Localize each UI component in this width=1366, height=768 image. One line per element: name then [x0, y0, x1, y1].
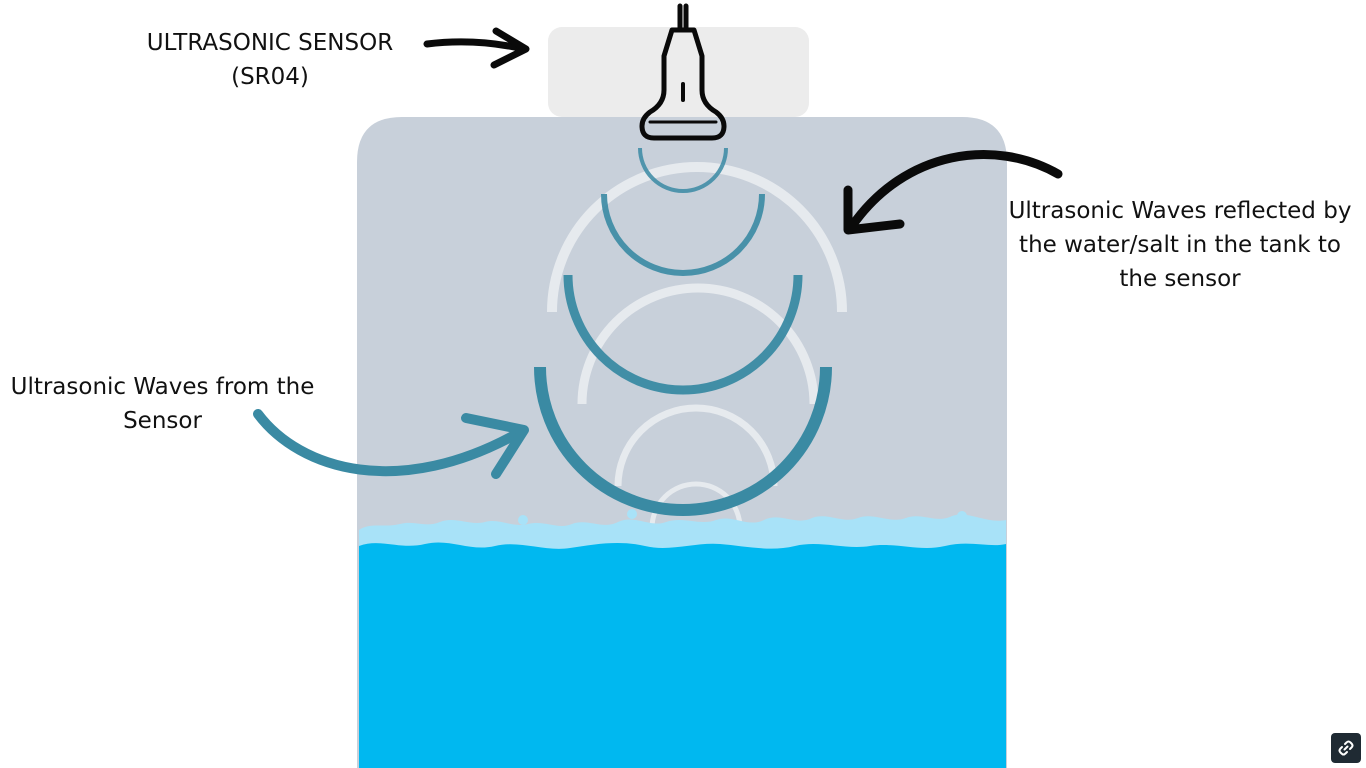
sensor-arrow [423, 27, 530, 69]
waves-from-label-line-2: Sensor [123, 408, 202, 434]
emitted-wave-4 [534, 366, 832, 516]
emitted-arrow [253, 409, 529, 479]
sensor-label: ULTRASONIC SENSOR (SR04) [120, 26, 420, 94]
ultrasonic-probe-icon [639, 3, 727, 141]
emitted-waves [534, 147, 832, 516]
emitted-wave-2 [601, 193, 765, 276]
sensor-plate [548, 27, 809, 117]
waves-reflected-label-line-3: the sensor [1119, 266, 1241, 292]
water [359, 542, 1006, 768]
emitted-wave-3 [563, 274, 803, 395]
water-droplet [627, 509, 637, 519]
waves-from-sensor-label: Ultrasonic Waves from the Sensor [0, 370, 325, 438]
link-icon [1338, 740, 1354, 756]
reflected-wave-3 [614, 404, 778, 487]
waves-reflected-label-line-1: Ultrasonic Waves reflected by [1008, 198, 1352, 224]
reflected-wave-1 [547, 162, 847, 313]
water-droplet [957, 511, 967, 521]
water-droplet [518, 515, 528, 525]
reflected-arrow [843, 150, 1063, 235]
emitted-wave-1 [638, 147, 728, 193]
link-button[interactable] [1331, 733, 1361, 763]
sensor-label-line-1: ULTRASONIC SENSOR [146, 30, 394, 56]
sensor-label-line-2: (SR04) [231, 64, 309, 90]
waves-from-label-line-1: Ultrasonic Waves from the [10, 374, 315, 400]
waves-reflected-label: Ultrasonic Waves reflected by the water/… [1004, 194, 1356, 296]
waves-reflected-label-line-2: the water/salt in the tank to [1019, 232, 1341, 258]
